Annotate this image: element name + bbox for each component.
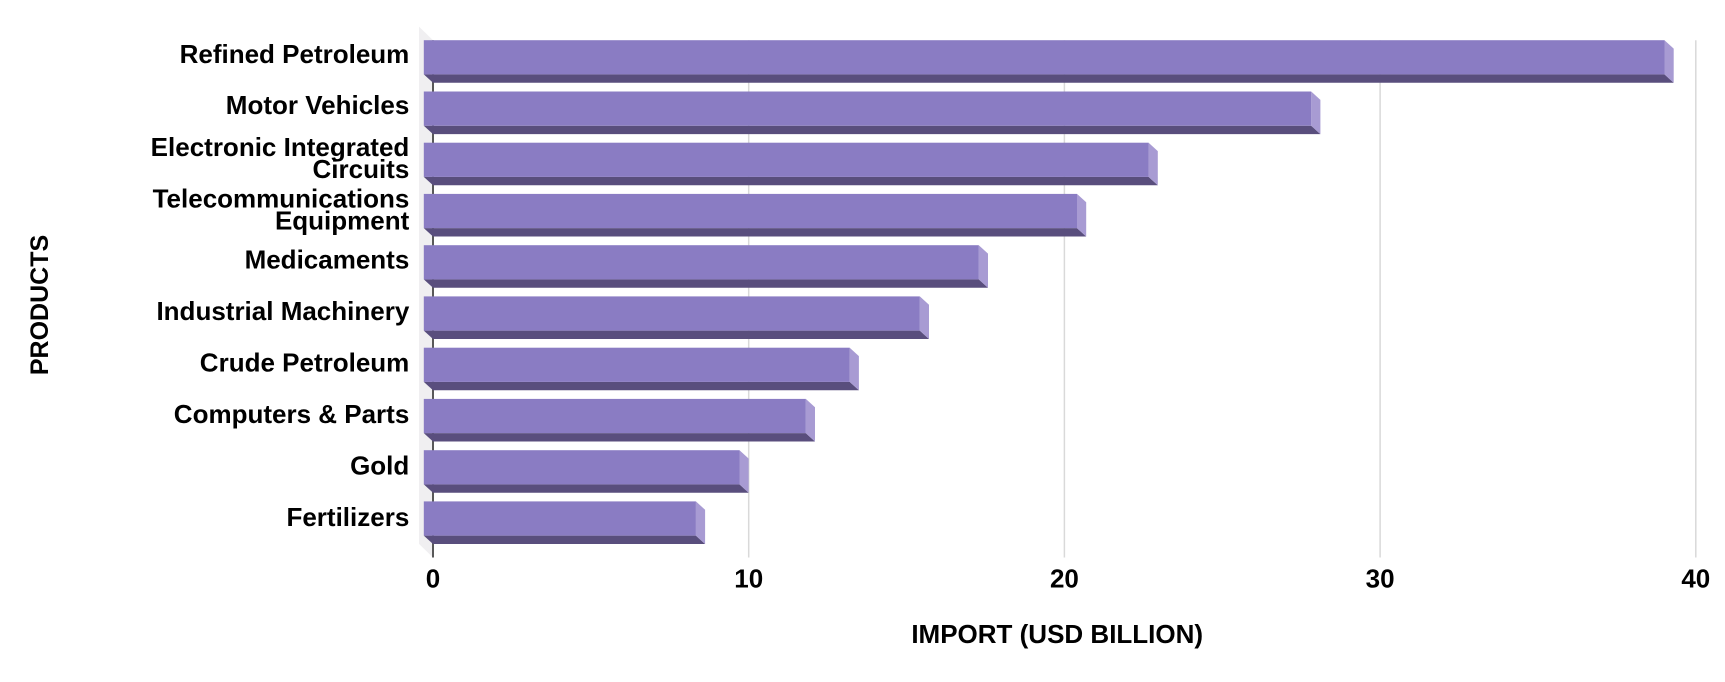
svg-text:0: 0 bbox=[426, 563, 440, 593]
svg-text:Crude Petroleum: Crude Petroleum bbox=[200, 348, 410, 378]
svg-text:Fertilizers: Fertilizers bbox=[286, 502, 409, 532]
svg-text:IMPORT (USD BILLION): IMPORT (USD BILLION) bbox=[911, 619, 1203, 649]
svg-text:Motor Vehicles: Motor Vehicles bbox=[226, 90, 410, 120]
svg-text:30: 30 bbox=[1366, 563, 1395, 593]
svg-text:10: 10 bbox=[734, 563, 763, 593]
svg-text:PRODUCTS: PRODUCTS bbox=[26, 235, 54, 375]
svg-text:Computers & Parts: Computers & Parts bbox=[174, 399, 410, 429]
svg-text:Industrial Machinery: Industrial Machinery bbox=[156, 296, 409, 326]
svg-text:40: 40 bbox=[1681, 563, 1710, 593]
svg-text:Circuits: Circuits bbox=[312, 154, 409, 184]
svg-text:Gold: Gold bbox=[350, 450, 409, 480]
svg-text:20: 20 bbox=[1050, 563, 1079, 593]
svg-text:Medicaments: Medicaments bbox=[245, 245, 410, 275]
svg-text:Equipment: Equipment bbox=[275, 206, 410, 236]
svg-text:Telecommunications: Telecommunications bbox=[153, 184, 410, 214]
svg-text:Refined Petroleum: Refined Petroleum bbox=[180, 39, 410, 69]
svg-text:Electronic Integrated: Electronic Integrated bbox=[151, 132, 410, 162]
